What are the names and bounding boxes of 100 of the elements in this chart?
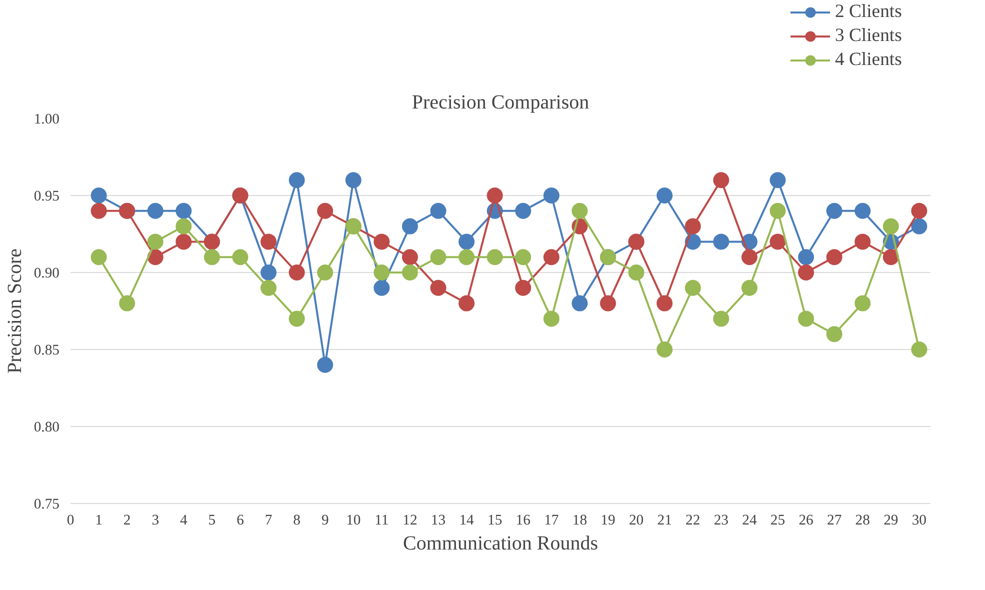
point [515,202,532,219]
point [770,202,786,219]
point [798,264,814,280]
x-tick-label: 26 [798,512,814,528]
point [515,249,532,266]
x-tick-label: 10 [346,512,361,528]
point [515,280,532,296]
x-tick-label: 29 [884,512,898,528]
point [402,218,418,234]
point [543,188,560,204]
point [176,234,192,250]
point [458,234,475,250]
point [430,249,446,266]
point [854,295,871,312]
y-axis-title: Precision Score [4,248,26,374]
x-tick-label: 25 [770,512,786,528]
y-tick-label: 0.90 [34,266,60,282]
point [176,218,192,234]
point [543,249,560,266]
point [345,172,362,188]
x-tick-label: 3 [152,512,160,528]
point [741,249,758,266]
x-tick-label: 6 [236,512,244,528]
point [713,234,730,250]
point [826,326,842,342]
x-tick-label: 24 [742,512,758,528]
y-tick-label: 0.85 [34,342,60,358]
point [656,188,673,204]
point [486,249,503,266]
point [374,264,390,280]
x-tick-label: 21 [657,512,672,528]
point [147,249,164,266]
x-tick-label: 18 [572,512,588,528]
point [90,249,107,266]
point [656,342,673,358]
point [911,218,928,234]
point [770,234,786,250]
x-tick-label: 4 [180,512,188,528]
point [430,280,446,296]
x-tick-label: 2 [123,512,131,528]
point [741,280,758,296]
point [486,188,503,204]
point [882,218,899,234]
x-tick-label: 17 [544,512,559,528]
point [458,295,475,312]
x-tick-label: 30 [912,512,927,528]
point [572,202,588,219]
legend-label: 3 Clients [835,24,902,48]
x-axis-title: Communication Rounds [403,532,598,554]
point [854,234,871,250]
point [317,202,334,219]
point [826,202,842,219]
point [656,295,673,312]
point [430,202,446,219]
point [147,202,164,219]
x-tick-label: 13 [430,512,446,528]
x-tick-label: 12 [402,512,418,528]
x-tick-label: 19 [600,512,616,528]
point [119,295,136,312]
point [374,234,390,250]
y-tick-label: 0.95 [34,188,60,204]
point [543,310,560,327]
point [147,234,164,250]
legend-label: 4 Clients [835,48,902,72]
point [458,249,475,266]
x-tick-label: 11 [374,512,389,528]
point [374,280,390,296]
point [288,172,305,188]
x-tick-label: 9 [321,512,329,528]
x-tick-label: 22 [686,512,700,528]
x-tick-label: 14 [459,512,475,528]
point [684,280,701,296]
point [911,202,928,219]
x-tick-label: 20 [628,512,644,528]
x-tick-label: 8 [293,512,300,528]
point [572,295,588,312]
point [204,249,220,266]
point [713,310,730,327]
point [260,280,277,296]
chart-title: Precision Comparison [412,92,590,114]
point [402,249,418,266]
point [317,356,334,373]
point [684,218,701,234]
point [713,172,730,188]
point [317,264,334,280]
x-tick-label: 28 [855,512,870,528]
x-tick-label: 1 [95,512,102,528]
point [798,310,814,327]
legend-label: 2 Clients [835,0,902,24]
y-tick-label: 1.00 [34,112,60,128]
point [770,172,786,188]
x-tick-label: 16 [516,512,530,528]
point [600,295,616,312]
point [260,234,277,250]
point [288,310,305,327]
point [628,264,644,280]
point [90,202,107,219]
point [826,249,842,266]
point [260,264,277,280]
point [232,249,248,266]
